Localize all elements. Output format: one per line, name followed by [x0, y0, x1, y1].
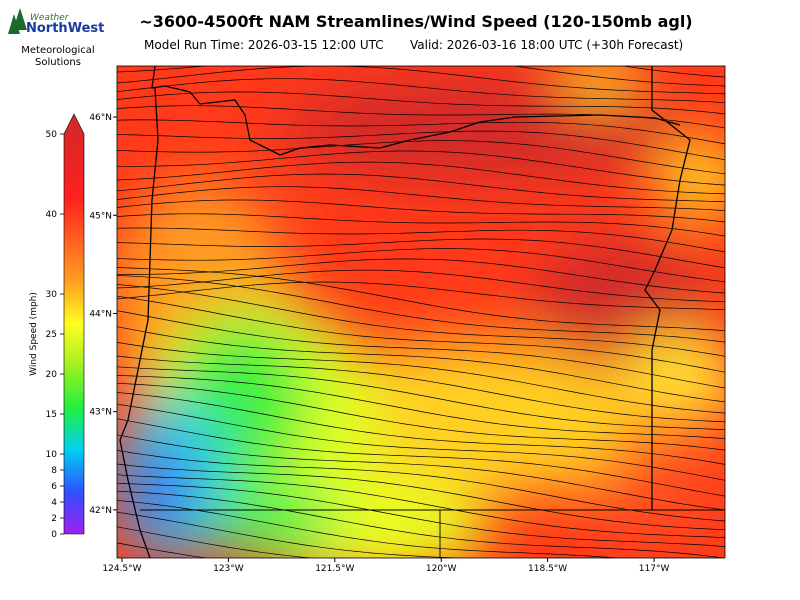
borders: [119, 66, 725, 558]
colorbar-tick-label: 4: [51, 498, 57, 508]
colorbar-tick-label: 40: [46, 210, 58, 220]
lon-tick-label: 121.5°W: [315, 564, 354, 574]
model-run: Model Run Time: 2026-03-15 12:00 UTC: [144, 38, 384, 52]
streamlines: [117, 66, 725, 558]
lon-tick-label: 123°W: [213, 564, 244, 574]
logo-line: Solutions: [35, 57, 81, 68]
lat-tick-label: 44°N: [89, 309, 112, 319]
coastline: [119, 87, 159, 558]
logo-line: Meteorological: [21, 45, 94, 56]
colorbar-tick-label: 30: [46, 290, 58, 300]
colorbar-tick-label: 8: [51, 466, 57, 476]
colorbar: Wind Speed (mph): [29, 113, 85, 535]
logo-top: Weather: [30, 13, 70, 23]
lon-tick-label: 118.5°W: [528, 564, 567, 574]
colorbar-tick-label: 2: [51, 514, 57, 524]
colorbar-tick-label: 15: [46, 410, 57, 420]
colorbar-label: Wind Speed (mph): [29, 292, 39, 376]
colorbar-ramp: [63, 113, 85, 535]
lon-tick-label: 117°W: [639, 564, 670, 574]
state-border: [151, 66, 681, 156]
lat-tick-label: 43°N: [89, 408, 112, 418]
lon-tick-label: 124.5°W: [102, 564, 141, 574]
logo: Weather NorthWest Meteorological Solutio…: [8, 8, 104, 68]
colorbar-tick-label: 10: [46, 450, 58, 460]
wind-field: [117, 66, 725, 558]
lat-tick-label: 42°N: [89, 506, 112, 516]
colorbar-tick-label: 50: [46, 130, 58, 140]
lon-tick-label: 120°W: [426, 564, 457, 574]
colorbar-tick-label: 0: [51, 530, 57, 540]
lat-tick-label: 46°N: [89, 113, 112, 123]
lat-tick-label: 45°N: [89, 211, 112, 221]
logo-name: NorthWest: [26, 21, 104, 36]
valid-time: Valid: 2026-03-16 18:00 UTC (+30h Foreca…: [410, 38, 683, 52]
title: ~3600-4500ft NAM Streamlines/Wind Speed …: [139, 12, 692, 31]
map-frame: [116, 65, 726, 559]
colorbar-tick-label: 25: [46, 330, 57, 340]
state-border: [644, 66, 691, 510]
logo-trees: [8, 8, 27, 34]
colorbar-tick-label: 20: [46, 370, 58, 380]
state-border: [140, 509, 725, 558]
colorbar-tick-label: 6: [51, 482, 57, 492]
